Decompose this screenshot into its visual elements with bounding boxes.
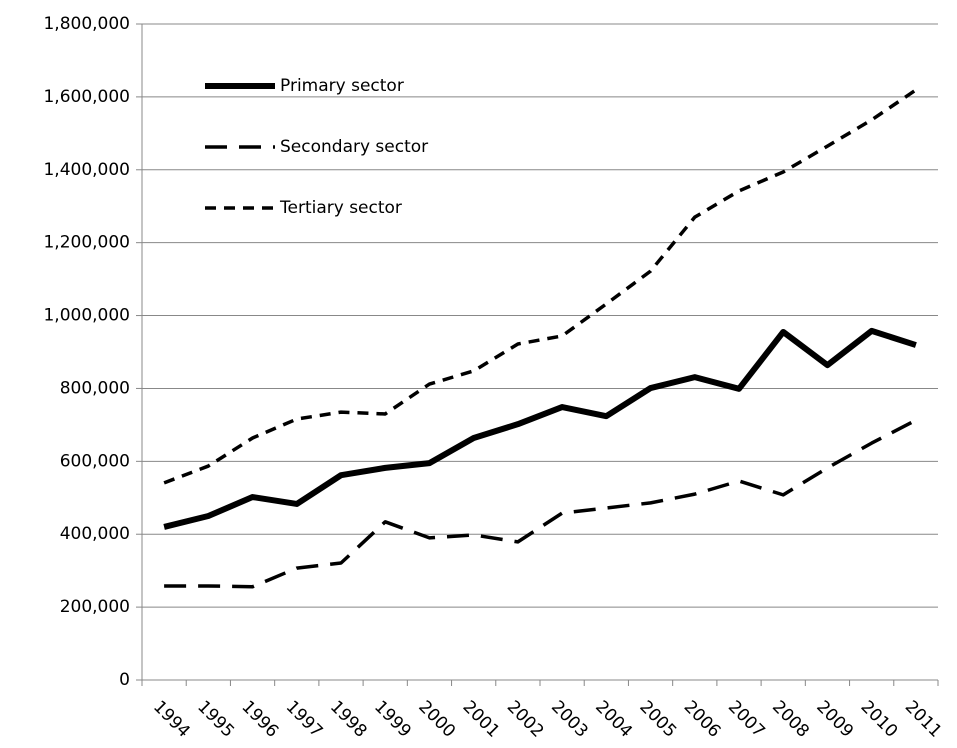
x-tick-label: 2010: [857, 697, 902, 742]
x-tick-label: 2001: [459, 697, 504, 742]
x-tick-label: 2007: [724, 697, 769, 742]
y-tick-label: 1,000,000: [43, 306, 130, 326]
x-tick-label: 2004: [591, 697, 636, 742]
y-tick-label: 1,200,000: [43, 233, 130, 253]
x-tick-label: 2005: [635, 697, 680, 742]
y-tick-label: 1,400,000: [43, 160, 130, 180]
x-tick-label: 1997: [282, 697, 327, 742]
x-tick-label: 2002: [503, 697, 548, 742]
legend-label: Tertiary sector: [279, 198, 402, 218]
y-tick-label: 600,000: [60, 451, 130, 471]
x-tick-label: 1995: [193, 697, 238, 742]
y-tick-label: 400,000: [60, 524, 130, 544]
x-tick-label: 2009: [812, 697, 857, 742]
x-tick-label: 2011: [901, 697, 946, 742]
y-tick-label: 0: [119, 670, 130, 690]
legend-label: Secondary sector: [280, 137, 428, 157]
x-tick-label: 2006: [680, 697, 725, 742]
y-tick-label: 1,800,000: [43, 14, 130, 34]
x-tick-label: 2003: [547, 697, 592, 742]
y-tick-label: 800,000: [60, 378, 130, 398]
series-line: [163, 88, 917, 485]
y-tick-label: 1,600,000: [43, 87, 130, 107]
x-tick-label: 1996: [237, 697, 282, 742]
series-line: [164, 418, 917, 589]
legend-label: Primary sector: [280, 76, 404, 96]
x-tick-label: 2008: [768, 697, 813, 742]
y-tick-label: 200,000: [60, 597, 130, 617]
x-tick-label: 1994: [149, 697, 194, 742]
x-tick-label: 1998: [326, 697, 371, 742]
series-line: [163, 327, 917, 530]
x-tick-label: 2000: [414, 697, 459, 742]
x-tick-label: 1999: [370, 697, 415, 742]
